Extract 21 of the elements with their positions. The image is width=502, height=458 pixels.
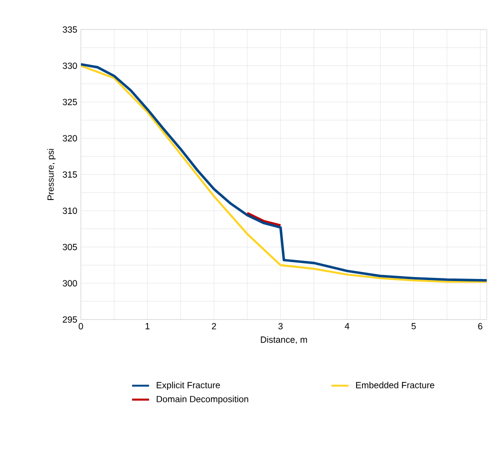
y-tick-label: 310 [62,208,78,214]
x-tick-label: 4 [344,323,350,330]
y-tick-label: 335 [62,26,77,33]
legend-label: Embedded Fracture [356,382,434,388]
x-tick-label: 6 [478,323,482,330]
y-tick-label: 315 [62,171,77,178]
y-tick-label: 325 [62,98,77,106]
y-tick-label: 330 [62,62,78,69]
x-axis-title: Distance, m [260,336,307,344]
y-axis-title: Pressure, psi [47,148,56,200]
x-tick-label: 1 [146,323,150,330]
y-tick-label: 300 [62,280,78,286]
x-tick-label: 5 [412,323,416,330]
x-tick-label: 3 [278,323,283,330]
x-tick-label: 0 [78,323,84,330]
x-tick-label: 2 [212,323,216,330]
y-tick-label: 295 [62,316,77,323]
y-tick-label: 320 [62,135,78,142]
legend-label: Explicit Fracture [156,382,220,390]
legend-label: Domain Decomposition [156,396,248,404]
y-tick-label: 305 [62,244,77,250]
